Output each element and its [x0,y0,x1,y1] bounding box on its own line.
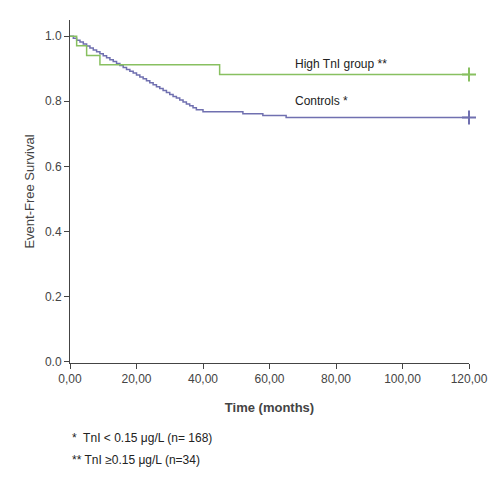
svg-text:High TnI group **: High TnI group ** [295,57,387,71]
svg-text:Time (months): Time (months) [225,400,314,415]
svg-text:0,00: 0,00 [58,372,82,386]
svg-text:0.8: 0.8 [45,94,62,108]
svg-text:60,00: 60,00 [254,372,284,386]
svg-text:Controls *: Controls * [295,94,348,108]
svg-text:100,00: 100,00 [384,372,421,386]
svg-text:1.0: 1.0 [45,29,62,43]
svg-text:120,00: 120,00 [451,372,488,386]
svg-text:40,00: 40,00 [188,372,218,386]
svg-text:** TnI ≥0.15 μg/L (n=34): ** TnI ≥0.15 μg/L (n=34) [72,453,200,467]
svg-text:0.2: 0.2 [45,290,62,304]
svg-text:Event-Free Survival: Event-Free Survival [22,134,37,248]
svg-text:20,00: 20,00 [121,372,151,386]
svg-text:0.0: 0.0 [45,355,62,369]
svg-text:0.6: 0.6 [45,160,62,174]
svg-text:0.4: 0.4 [45,225,62,239]
svg-text:* TnI < 0.15 μg/L (n= 168): * TnI < 0.15 μg/L (n= 168) [72,431,212,445]
svg-text:80,00: 80,00 [321,372,351,386]
